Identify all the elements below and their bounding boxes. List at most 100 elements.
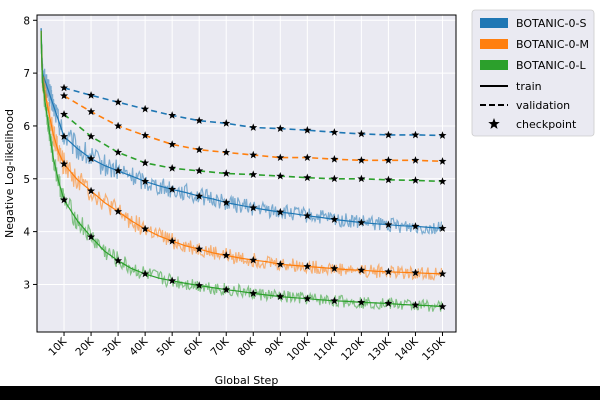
checkpoint-train-botanic-0-s-70K bbox=[222, 198, 231, 206]
checkpoint-train-botanic-0-s-150K bbox=[438, 224, 447, 232]
checkpoint-validation-botanic-0-m-50K bbox=[168, 140, 177, 148]
checkpoint-validation-botanic-0-s-20K bbox=[87, 91, 96, 99]
checkpoint-train-botanic-0-m-40K bbox=[141, 224, 150, 233]
plot-content bbox=[40, 28, 447, 312]
x-tick-label-10K: 10K bbox=[46, 335, 70, 359]
checkpoint-train-botanic-0-l-50K bbox=[168, 276, 177, 285]
y-tick-label-6: 6 bbox=[23, 121, 30, 133]
checkpoint-train-botanic-0-s-10K bbox=[60, 132, 69, 140]
checkpoint-validation-botanic-0-l-90K bbox=[276, 171, 285, 180]
checkpoint-validation-botanic-0-l-120K bbox=[357, 174, 366, 183]
checkpoint-validation-botanic-0-l-110K bbox=[330, 174, 339, 183]
checkpoint-validation-botanic-0-m-20K bbox=[87, 107, 96, 116]
legend-label-m: BOTANIC-0-M bbox=[516, 38, 589, 51]
checkpoint-validation-botanic-0-l-10K bbox=[60, 110, 69, 118]
checkpoint-train-botanic-0-m-120K bbox=[357, 265, 366, 274]
checkpoint-validation-botanic-0-s-60K bbox=[195, 116, 204, 125]
checkpoint-validation-botanic-0-s-120K bbox=[357, 129, 366, 138]
checkpoint-train-botanic-0-l-10K bbox=[60, 195, 69, 204]
checkpoint-validation-botanic-0-l-100K bbox=[303, 173, 312, 182]
checkpoint-train-botanic-0-m-50K bbox=[168, 236, 177, 245]
train-raw-botanic-0-m bbox=[40, 30, 443, 281]
checkpoint-train-botanic-0-s-80K bbox=[249, 203, 258, 212]
grid bbox=[37, 15, 456, 332]
checkpoint-train-botanic-0-m-30K bbox=[114, 207, 123, 215]
checkpoint-train-botanic-0-l-70K bbox=[222, 285, 231, 294]
checkpoint-validation-botanic-0-s-100K bbox=[303, 125, 312, 134]
checkpoint-train-botanic-0-l-100K bbox=[303, 294, 312, 303]
y-tick-label-7: 7 bbox=[23, 68, 30, 80]
checkpoint-validation-botanic-0-s-150K bbox=[438, 131, 447, 139]
y-tick-label-8: 8 bbox=[23, 15, 30, 27]
x-tick-label-30K: 30K bbox=[100, 335, 124, 359]
checkpoint-train-botanic-0-l-20K bbox=[87, 232, 96, 241]
checkpoint-train-botanic-0-l-30K bbox=[114, 256, 123, 265]
x-tick-label-130K: 130K bbox=[366, 335, 394, 363]
legend-swatch-l bbox=[480, 60, 508, 70]
checkpoint-validation-botanic-0-l-50K bbox=[168, 164, 177, 172]
series-botanic-0-l bbox=[40, 30, 447, 312]
y-axis: 3 4 5 6 7 8 bbox=[23, 15, 37, 291]
x-tick-label-40K: 40K bbox=[127, 335, 151, 359]
y-tick-label-4: 4 bbox=[23, 227, 30, 239]
x-tick-label-80K: 80K bbox=[236, 335, 260, 359]
checkpoint-validation-botanic-0-l-130K bbox=[384, 175, 393, 184]
checkpoint-train-botanic-0-l-60K bbox=[195, 281, 204, 289]
y-tick-label-3: 3 bbox=[23, 279, 30, 291]
checkpoint-train-botanic-0-s-140K bbox=[411, 222, 420, 230]
checkpoint-train-botanic-0-l-90K bbox=[276, 292, 285, 300]
series-botanic-0-m bbox=[40, 30, 447, 281]
checkpoint-train-botanic-0-s-60K bbox=[195, 192, 204, 200]
checkpoint-train-botanic-0-m-110K bbox=[330, 264, 339, 272]
checkpoint-validation-botanic-0-m-40K bbox=[141, 131, 150, 139]
x-tick-label-140K: 140K bbox=[393, 335, 421, 363]
checkpoint-train-botanic-0-l-150K bbox=[438, 302, 447, 311]
checkpoint-validation-botanic-0-s-40K bbox=[141, 104, 150, 113]
checkpoint-train-botanic-0-m-10K bbox=[60, 159, 69, 168]
checkpoint-train-botanic-0-s-130K bbox=[384, 220, 393, 229]
x-axis-label: Global Step bbox=[215, 374, 279, 386]
checkpoint-validation-botanic-0-l-70K bbox=[222, 169, 231, 177]
legend-label-train: train bbox=[516, 80, 542, 93]
train-smooth-botanic-0-s bbox=[40, 28, 443, 229]
train-raw-botanic-0-s bbox=[40, 30, 443, 236]
x-tick-label-150K: 150K bbox=[420, 335, 448, 363]
legend-label-s: BOTANIC-0-S bbox=[516, 17, 586, 30]
checkpoint-train-botanic-0-l-120K bbox=[357, 298, 366, 306]
checkpoint-validation-botanic-0-s-130K bbox=[384, 130, 393, 139]
checkpoint-validation-botanic-0-m-110K bbox=[330, 155, 339, 163]
x-tick-label-60K: 60K bbox=[182, 335, 206, 359]
legend-label-validation: validation bbox=[516, 99, 570, 112]
y-axis-label: Negative Log-likelihood bbox=[3, 109, 16, 238]
checkpoint-train-botanic-0-l-80K bbox=[249, 289, 258, 297]
plot-frame bbox=[36, 14, 457, 333]
checkpoint-train-botanic-0-l-130K bbox=[384, 299, 393, 307]
checkpoint-validation-botanic-0-l-60K bbox=[195, 166, 204, 175]
x-tick-label-70K: 70K bbox=[209, 335, 233, 359]
y-tick-label-5: 5 bbox=[23, 174, 30, 186]
checkpoint-train-botanic-0-s-120K bbox=[357, 218, 366, 227]
checkpoint-train-botanic-0-s-50K bbox=[168, 185, 177, 193]
checkpoint-train-botanic-0-s-40K bbox=[141, 177, 150, 185]
loss-chart: 10K 20K 30K 40K 50K 60K 70K 80K 90K 100K 110K 120K 1… bbox=[3, 9, 595, 386]
checkpoint-train-botanic-0-m-70K bbox=[222, 251, 231, 259]
checkpoint-train-botanic-0-s-20K bbox=[87, 154, 96, 163]
checkpoint-validation-botanic-0-m-10K bbox=[60, 91, 69, 100]
x-tick-label-20K: 20K bbox=[73, 335, 97, 359]
checkpoint-validation-botanic-0-s-50K bbox=[168, 111, 177, 119]
checkpoint-validation-botanic-0-s-80K bbox=[249, 123, 258, 131]
checkpoint-validation-botanic-0-s-110K bbox=[330, 128, 339, 136]
figure: 10K 20K 30K 40K 50K 60K 70K 80K 90K 100K 110K 120K 1… bbox=[0, 0, 600, 387]
checkpoint-train-botanic-0-m-100K bbox=[303, 262, 312, 270]
checkpoint-train-botanic-0-s-90K bbox=[276, 207, 285, 216]
checkpoint-train-botanic-0-l-140K bbox=[411, 300, 420, 309]
checkpoint-train-botanic-0-m-140K bbox=[411, 268, 420, 277]
checkpoint-train-botanic-0-m-60K bbox=[195, 244, 204, 253]
checkpoint-train-botanic-0-m-150K bbox=[438, 269, 447, 278]
checkpoint-validation-botanic-0-m-60K bbox=[195, 145, 204, 154]
checkpoint-train-botanic-0-l-40K bbox=[141, 269, 150, 278]
checkpoint-validation-botanic-0-m-70K bbox=[222, 148, 231, 156]
checkpoint-validation-botanic-0-l-80K bbox=[249, 170, 258, 178]
x-tick-label-100K: 100K bbox=[285, 335, 313, 363]
checkpoint-validation-botanic-0-m-100K bbox=[303, 153, 312, 162]
